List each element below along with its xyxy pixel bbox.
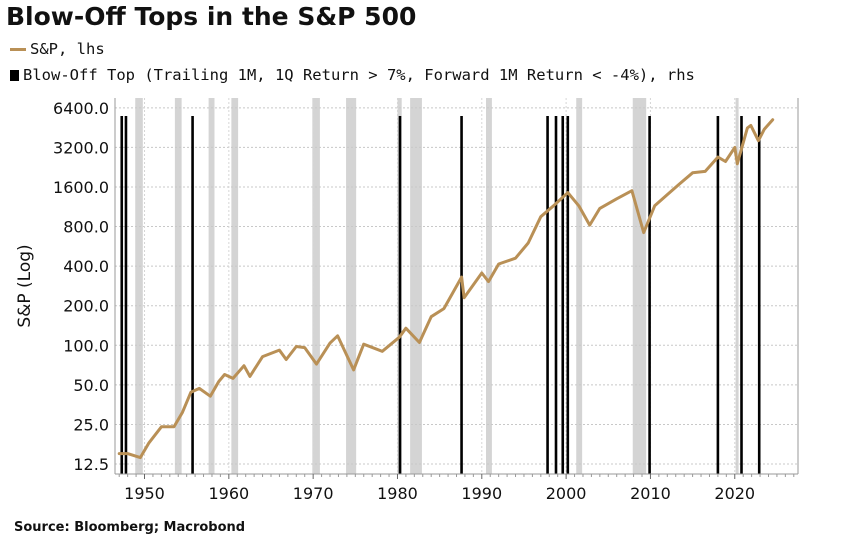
- recession-band: [410, 98, 422, 474]
- recession-band: [312, 98, 320, 474]
- x-tick-label: 2010: [630, 484, 671, 503]
- recession-band: [632, 98, 647, 474]
- blowoff-bar: [740, 116, 743, 474]
- x-tick-label: 1970: [293, 484, 334, 503]
- blowoff-bar: [566, 116, 570, 474]
- sp500-line: [117, 118, 775, 460]
- y-tick-label: 50.0: [73, 376, 109, 395]
- blowoff-event-bars: [120, 116, 761, 474]
- blowoff-bar: [546, 116, 549, 474]
- legend-item-blowoff: Blow-Off Top (Trailing 1M, 1Q Return > 7…: [10, 64, 695, 86]
- blowoff-bar: [561, 116, 565, 474]
- x-tick-label: 2020: [714, 484, 755, 503]
- blowoff-bar: [648, 116, 651, 474]
- source-note: Source: Bloomberg; Macrobond: [14, 520, 246, 535]
- recession-band: [174, 98, 182, 474]
- legend-label-blowoff: Blow-Off Top (Trailing 1M, 1Q Return > 7…: [23, 66, 695, 84]
- y-tick-label: 3200.0: [53, 138, 109, 157]
- blowoff-bar: [757, 116, 761, 474]
- x-tick-label: 1950: [124, 484, 165, 503]
- y-tick-label: 12.5: [73, 455, 109, 474]
- legend-bar-swatch: [10, 69, 19, 81]
- y-tick-label: 6400.0: [53, 99, 109, 118]
- x-tick-label: 1960: [208, 484, 249, 503]
- legend-item-sp: S&P, lhs: [10, 38, 105, 60]
- axes: [114, 98, 799, 479]
- recession-band: [231, 98, 239, 474]
- blowoff-bar: [124, 116, 128, 474]
- recession-band: [735, 98, 739, 474]
- y-tick-label: 100.0: [63, 336, 109, 355]
- x-tick-label: 2000: [546, 484, 587, 503]
- y-axis-label: S&P (Log): [15, 244, 35, 327]
- recession-band: [576, 98, 583, 474]
- blowoff-bar: [460, 116, 463, 474]
- legend-label-sp: S&P, lhs: [30, 40, 105, 58]
- y-tick-label: 200.0: [63, 297, 109, 316]
- legend-line-swatch: [10, 47, 26, 51]
- y-tick-label: 1600.0: [53, 178, 109, 197]
- recession-bands: [135, 98, 739, 474]
- recession-band: [135, 98, 143, 474]
- x-tick-label: 1990: [461, 484, 502, 503]
- y-tick-labels: 12.5 25.0 50.0 100.0 200.0 400.0 800.0 1600.0 32…: [53, 99, 109, 474]
- recession-band: [486, 98, 492, 474]
- blowoff-bar: [191, 116, 194, 474]
- x-tick-label: 1980: [377, 484, 418, 503]
- y-tick-label: 400.0: [63, 257, 109, 276]
- blowoff-bar: [398, 116, 402, 474]
- blowoff-bar: [716, 116, 720, 474]
- y-tick-label: 25.0: [73, 415, 109, 434]
- x-tick-labels: 1950 1960 1970 1980 1990 2000 2010 2020: [124, 484, 755, 503]
- recession-band: [208, 98, 215, 474]
- recession-band: [346, 98, 357, 474]
- sp500-series: [117, 118, 775, 460]
- chart-title: Blow-Off Tops in the S&P 500: [6, 2, 417, 31]
- y-tick-label: 800.0: [63, 218, 109, 237]
- blowoff-bar: [120, 116, 124, 474]
- blowoff-bar: [554, 116, 558, 474]
